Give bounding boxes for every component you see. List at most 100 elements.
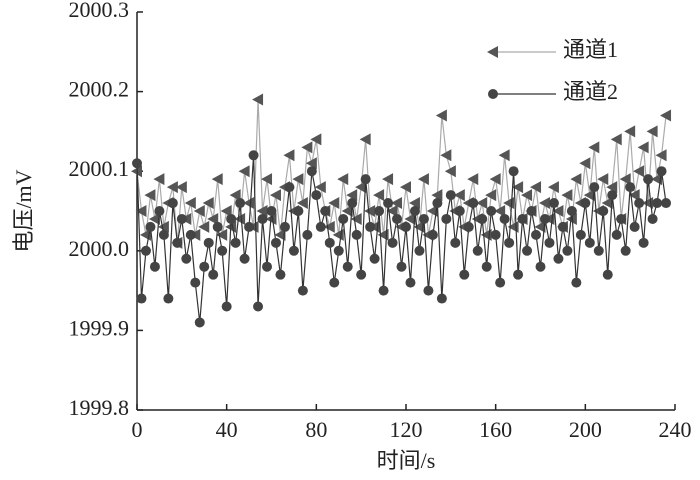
data-point [342,261,353,272]
data-point [256,205,268,217]
data-point [202,197,214,210]
data-point [181,253,192,264]
data-point [404,212,416,225]
data-point [660,109,672,122]
y-tick-label: 2000.3 [69,0,130,22]
y-tick-label: 2000.0 [69,236,130,261]
data-point [387,237,398,248]
y-tick-label: 2000.1 [69,156,130,181]
y-tick-label: 1999.9 [69,315,130,340]
data-point [400,181,411,194]
data-point [629,221,640,232]
data-point [154,206,165,216]
data-point [476,197,488,210]
legend-label: 通道1 [563,37,618,62]
data-point [570,173,582,186]
data-point [562,245,573,256]
data-point [229,189,241,202]
data-point [481,261,492,272]
data-point [207,212,219,225]
data-point [284,182,295,193]
data-point [472,245,483,256]
data-point [620,245,631,256]
data-point [217,245,228,256]
data-point [136,293,147,304]
data-point [199,261,210,272]
data-point [534,220,546,233]
data-point [226,213,237,224]
data-point [131,165,142,178]
data-point [553,253,564,264]
data-point [417,173,429,186]
data-point [347,198,358,209]
data-point [548,198,559,209]
legend-marker [488,89,498,99]
data-point [606,181,618,194]
data-point [351,229,362,240]
data-point [580,198,591,209]
data-point [315,221,326,232]
data-point [266,206,277,216]
data-point [638,237,649,248]
data-point [234,212,246,225]
data-point [494,205,506,217]
data-point [230,237,241,248]
data-point [176,213,187,224]
data-point [435,109,447,122]
data-point [365,221,376,232]
data-point [441,213,452,224]
data-point [628,189,640,202]
data-point [360,174,371,185]
data-point [350,212,362,225]
data-point [517,213,528,224]
data-point [301,141,313,154]
data-point [409,206,420,216]
data-point [445,190,456,201]
data-point [453,189,465,202]
data-point [401,221,411,232]
data-point [423,285,434,296]
data-point [655,149,667,162]
data-point [239,253,250,264]
data-point [270,237,281,248]
data-point [597,173,609,186]
data-point [144,189,156,202]
data-point [323,220,335,233]
data-point [459,269,470,280]
data-point [539,213,550,224]
data-point [346,189,358,202]
data-point [320,206,331,216]
data-point [275,269,286,280]
data-point [530,181,542,194]
data-point [149,261,160,272]
data-point [652,198,663,209]
x-axis-label: 时间/s [377,448,436,473]
data-point [328,197,340,210]
data-point [166,181,178,194]
data-point [414,245,425,256]
data-point [356,269,367,280]
data-point [324,237,335,248]
data-point [526,206,537,216]
data-point [646,125,658,138]
data-point [297,285,308,296]
data-point [454,206,465,216]
data-point [450,237,461,248]
data-point [396,261,407,272]
data-point [175,181,187,194]
data-point [575,229,586,240]
data-point [611,229,622,240]
data-point [145,221,156,232]
data-point [513,269,524,280]
data-point [467,173,479,186]
data-point [468,198,479,209]
data-point [386,205,398,217]
data-point [279,221,290,232]
data-point [244,221,255,232]
data-point [132,158,142,169]
data-point [329,277,340,288]
legend-marker [487,46,498,58]
data-point [310,133,322,146]
data-point [602,269,613,280]
